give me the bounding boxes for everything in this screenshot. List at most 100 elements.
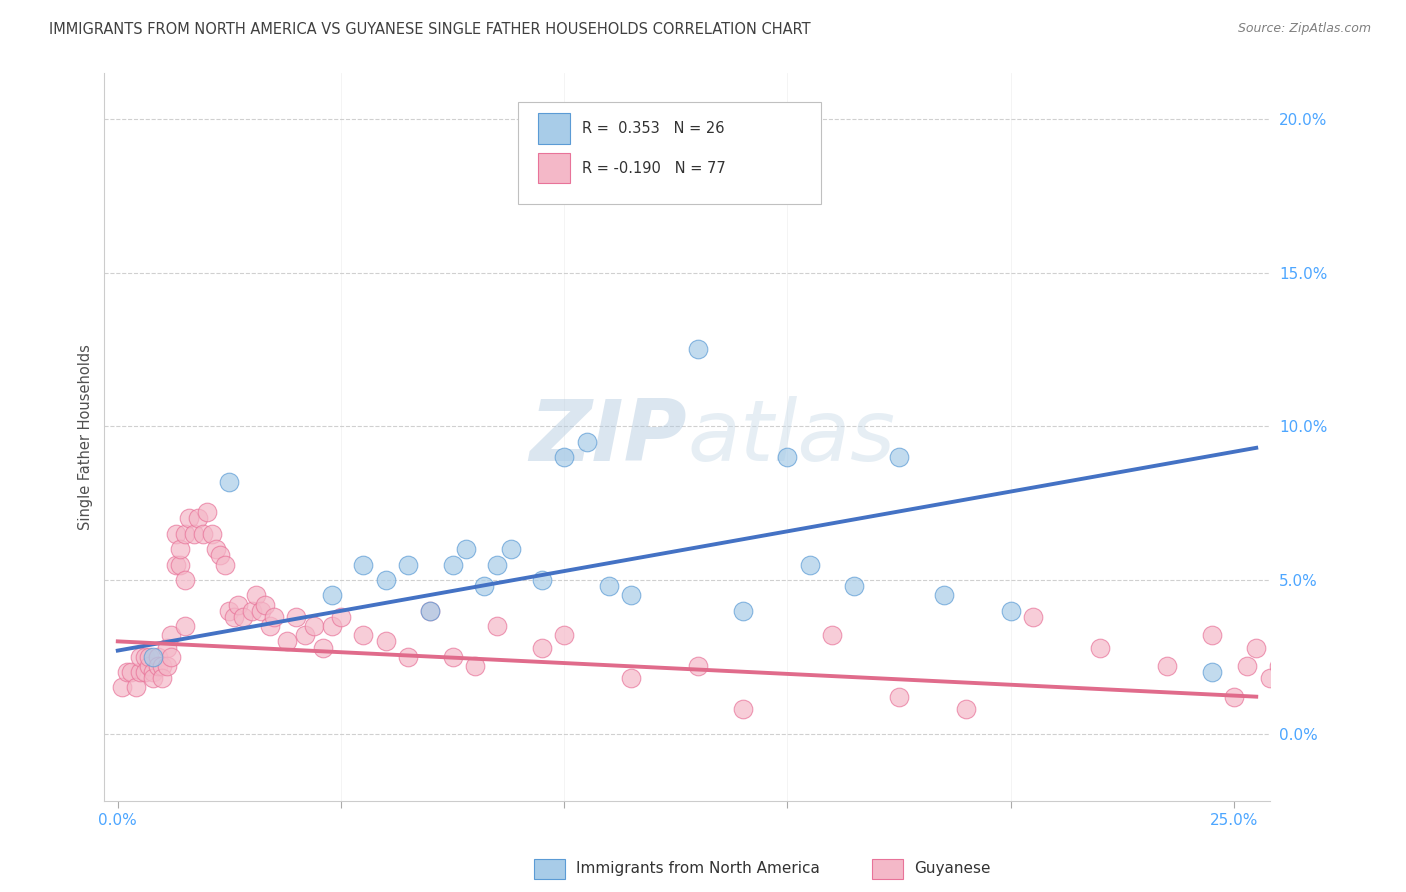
Point — [799, 558, 821, 572]
Point — [1022, 609, 1045, 624]
Point — [688, 343, 710, 357]
Y-axis label: Single Father Households: Single Father Households — [79, 344, 93, 530]
Point — [209, 549, 232, 563]
Point — [129, 665, 152, 679]
Point — [472, 579, 495, 593]
Point — [486, 558, 509, 572]
Point — [887, 450, 910, 464]
Point — [160, 628, 183, 642]
Point — [374, 573, 396, 587]
Point — [352, 558, 374, 572]
Point — [191, 526, 214, 541]
Point — [285, 609, 308, 624]
Point — [731, 604, 754, 618]
Text: Guyanese: Guyanese — [914, 862, 990, 876]
Point — [441, 649, 464, 664]
Point — [776, 450, 799, 464]
Point — [1201, 628, 1223, 642]
Point — [1088, 640, 1111, 655]
Point — [165, 526, 187, 541]
Point — [187, 511, 209, 525]
Point — [165, 558, 187, 572]
Point — [464, 659, 486, 673]
Point — [276, 634, 298, 648]
Point — [214, 558, 236, 572]
Point — [152, 671, 174, 685]
Point — [821, 628, 844, 642]
FancyBboxPatch shape — [517, 102, 821, 204]
Point — [530, 640, 553, 655]
Point — [396, 649, 419, 664]
Point — [111, 681, 134, 695]
Point — [142, 665, 165, 679]
Point — [1236, 659, 1258, 673]
Point — [330, 609, 353, 624]
Point — [374, 634, 396, 648]
Point — [138, 649, 160, 664]
Point — [228, 598, 250, 612]
Point — [179, 511, 201, 525]
Point — [575, 434, 598, 449]
Point — [1223, 690, 1246, 704]
Point — [142, 671, 165, 685]
Point — [955, 702, 977, 716]
Point — [156, 640, 179, 655]
Point — [160, 649, 183, 664]
Point — [1156, 659, 1178, 673]
Point — [321, 619, 343, 633]
Point — [134, 649, 156, 664]
Point — [1267, 659, 1289, 673]
Point — [419, 604, 441, 618]
Point — [183, 526, 205, 541]
Point — [887, 690, 910, 704]
Point — [486, 619, 509, 633]
Point — [396, 558, 419, 572]
Point — [620, 671, 643, 685]
Point — [218, 475, 240, 489]
Point — [169, 558, 191, 572]
Point — [195, 505, 218, 519]
Point — [232, 609, 254, 624]
Point — [124, 681, 146, 695]
Point — [146, 659, 169, 673]
Point — [222, 609, 245, 624]
Point — [598, 579, 620, 593]
Text: R =  0.353   N = 26: R = 0.353 N = 26 — [582, 120, 724, 136]
Point — [259, 619, 281, 633]
Point — [263, 609, 285, 624]
Point — [352, 628, 374, 642]
Point — [302, 619, 325, 633]
Point — [530, 573, 553, 587]
Text: IMMIGRANTS FROM NORTH AMERICA VS GUYANESE SINGLE FATHER HOUSEHOLDS CORRELATION C: IMMIGRANTS FROM NORTH AMERICA VS GUYANES… — [49, 22, 811, 37]
Point — [173, 619, 195, 633]
Point — [499, 542, 522, 557]
Point — [1000, 604, 1022, 618]
Point — [844, 579, 866, 593]
Point — [454, 542, 477, 557]
Point — [731, 702, 754, 716]
Point — [441, 558, 464, 572]
Text: R = -0.190   N = 77: R = -0.190 N = 77 — [582, 161, 725, 176]
Point — [1201, 665, 1223, 679]
Point — [169, 542, 191, 557]
Point — [620, 588, 643, 602]
Point — [120, 665, 142, 679]
Point — [1244, 640, 1267, 655]
Point — [138, 659, 160, 673]
Text: Immigrants from North America: Immigrants from North America — [576, 862, 820, 876]
Point — [173, 526, 195, 541]
Point — [156, 659, 179, 673]
Point — [312, 640, 335, 655]
Point — [152, 659, 174, 673]
Text: Source: ZipAtlas.com: Source: ZipAtlas.com — [1237, 22, 1371, 36]
Bar — [538, 113, 571, 144]
Point — [129, 649, 152, 664]
Point — [142, 649, 165, 664]
Point — [205, 542, 228, 557]
Point — [173, 573, 195, 587]
Point — [294, 628, 316, 642]
Point — [254, 598, 277, 612]
Point — [134, 665, 156, 679]
Point — [688, 659, 710, 673]
Point — [115, 665, 138, 679]
